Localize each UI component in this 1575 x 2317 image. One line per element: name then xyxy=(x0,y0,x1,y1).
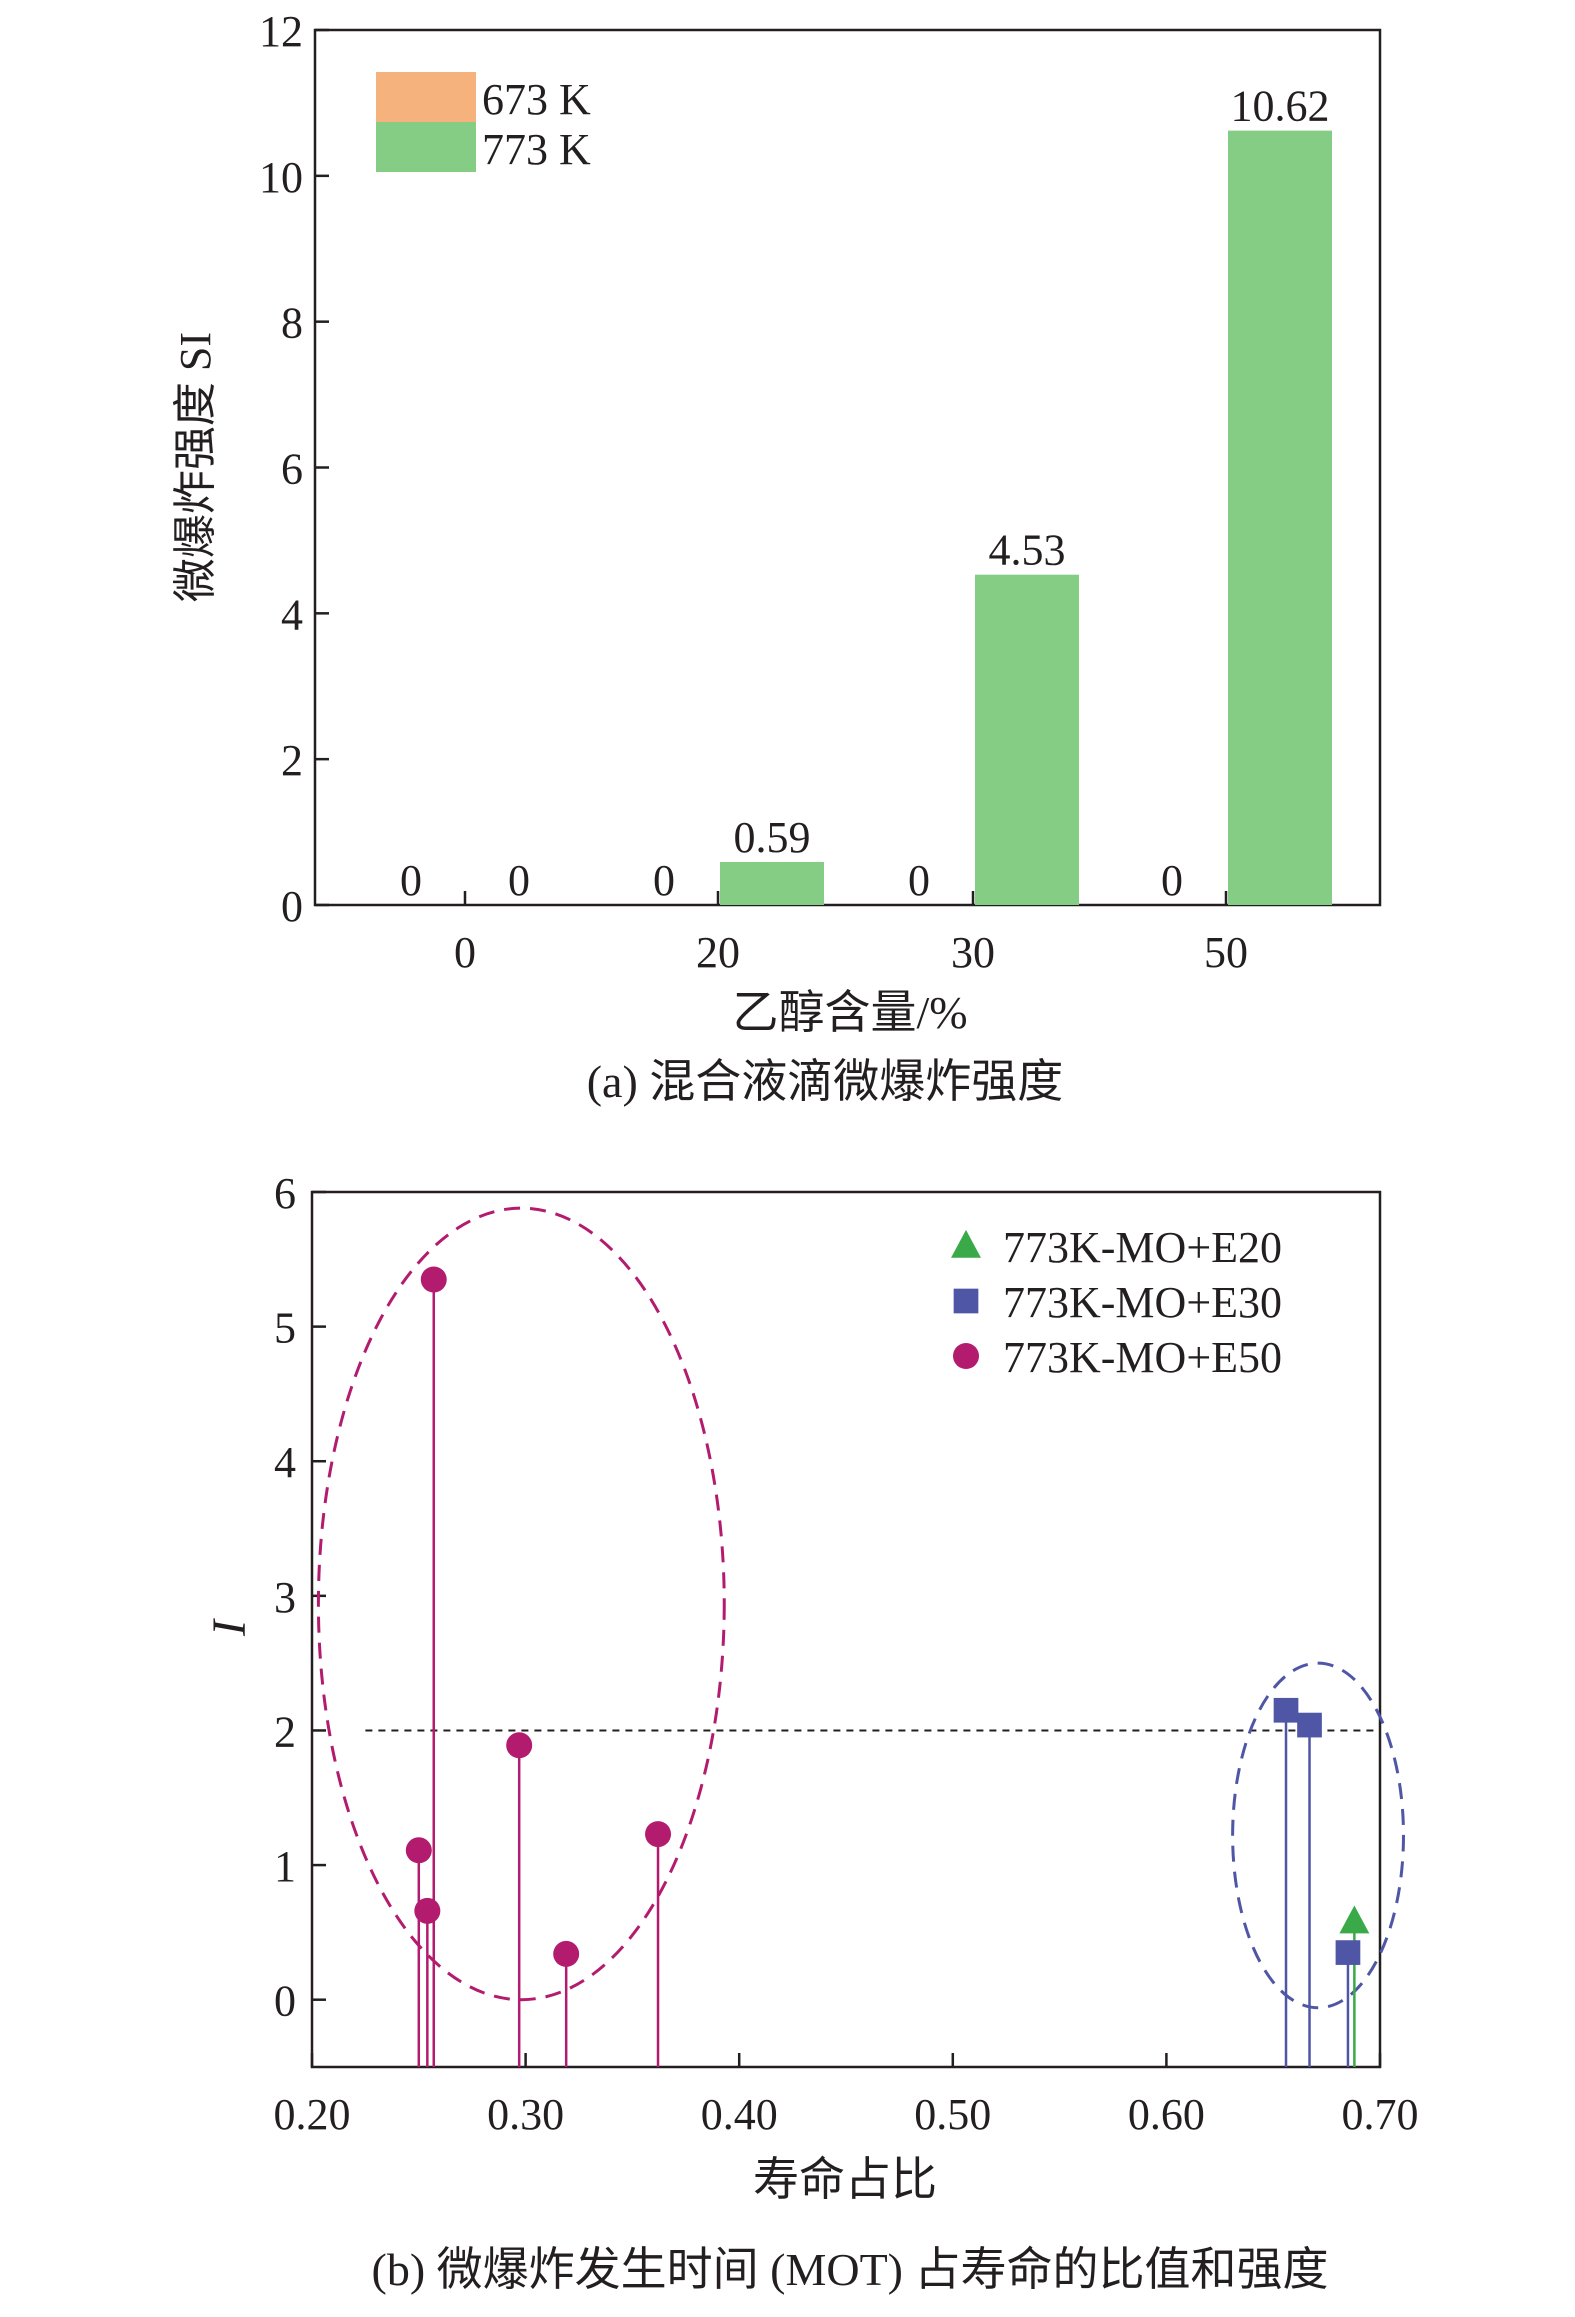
panel-b-legend: 773K-MO+E20 773K-MO+E30 773K-MO+E50 xyxy=(951,1223,1282,1382)
panel-a-bar-value-labels: 0 0 0 0 0 0.59 4.53 10.62 xyxy=(400,82,1330,905)
point-e30 xyxy=(1297,1712,1322,1738)
a-y-tick-label: 0 xyxy=(281,882,303,931)
legend-marker-e50 xyxy=(953,1343,979,1369)
a-bar-value-label: 0 xyxy=(1161,856,1183,905)
b-legend-label: 773K-MO+E20 xyxy=(1003,1223,1282,1272)
point-e50 xyxy=(420,1266,447,1293)
panel-a-y-axis-label: 微爆炸强度 SI xyxy=(171,332,220,602)
a-y-tick-label: 8 xyxy=(281,299,303,348)
b-x-tick-label: 0.70 xyxy=(1342,2090,1419,2139)
b-x-tick-label: 0.40 xyxy=(701,2090,778,2139)
legend-marker-e30 xyxy=(953,1288,979,1314)
a-bar-773k xyxy=(1228,130,1332,905)
b-x-tick-label: 0.50 xyxy=(914,2090,991,2139)
point-e50 xyxy=(645,1821,672,1848)
panel-a-x-ticks: 0 20 30 50 xyxy=(454,891,1248,977)
point-e20 xyxy=(1339,1905,1370,1934)
b-x-tick-label: 0.30 xyxy=(487,2090,564,2139)
panel-b-x-ticks: 0.20 0.30 0.40 0.50 0.60 0.70 xyxy=(274,2053,1419,2139)
a-bar-value-label: 10.62 xyxy=(1231,82,1330,131)
a-x-tick-label: 20 xyxy=(696,928,740,977)
point-e30 xyxy=(1273,1697,1299,1723)
b-legend-label: 773K-MO+E30 xyxy=(1003,1278,1282,1327)
cluster-ellipse-e50 xyxy=(316,1206,726,2002)
b-legend-label: 773K-MO+E50 xyxy=(1003,1333,1282,1382)
point-e50 xyxy=(405,1837,432,1864)
b-y-tick-label: 0 xyxy=(274,1977,296,2026)
a-bar-value-label: 0 xyxy=(908,856,930,905)
b-y-tick-label: 2 xyxy=(274,1707,296,1756)
panel-a-x-axis-label: 乙醇含量/% xyxy=(732,987,967,1038)
a-legend-label: 673 K xyxy=(482,75,591,124)
a-bar-value-label: 0 xyxy=(400,856,422,905)
a-x-tick-label: 0 xyxy=(454,928,476,977)
a-y-tick-label: 6 xyxy=(281,445,303,494)
panel-b-stems xyxy=(417,1279,1356,2067)
b-y-tick-label: 4 xyxy=(274,1438,296,1487)
panel-a-bars xyxy=(720,130,1332,905)
a-bar-value-label: 0.59 xyxy=(734,813,811,862)
b-x-tick-label: 0.20 xyxy=(274,2090,351,2139)
panel-b-stem-chart: 0 1 2 3 4 5 6 0.20 0.30 0.40 0.50 0.60 0.70 773K-MO… xyxy=(203,1169,1419,2295)
panel-b-markers xyxy=(405,1266,1370,1967)
a-bar-773k xyxy=(975,574,1079,905)
a-legend-label: 773 K xyxy=(482,125,591,174)
panel-a-y-ticks: 0 2 4 6 8 10 12 xyxy=(259,7,329,931)
a-bar-773k xyxy=(720,861,824,905)
a-y-tick-label: 10 xyxy=(259,153,303,202)
panel-b-plot-frame xyxy=(310,1190,1382,2069)
a-legend-swatch xyxy=(376,122,476,172)
legend-marker-e20 xyxy=(951,1229,981,1258)
cluster-ellipse-e30 xyxy=(1231,1661,1405,2010)
b-y-tick-label: 5 xyxy=(274,1304,296,1353)
panel-a-caption: (a) 混合液滴微爆炸强度 xyxy=(587,1056,1064,1107)
panel-b-caption: (b) 微爆炸发生时间 (MOT) 占寿命的比值和强度 xyxy=(372,2244,1329,2295)
a-x-tick-label: 30 xyxy=(951,928,995,977)
b-y-tick-label: 1 xyxy=(274,1842,296,1891)
a-bar-value-label: 0 xyxy=(508,856,530,905)
b-y-tick-label: 6 xyxy=(274,1169,296,1218)
point-e50 xyxy=(553,1940,580,1967)
a-bar-value-label: 0 xyxy=(653,856,675,905)
a-legend-swatch xyxy=(376,72,476,122)
a-bar-value-label: 4.53 xyxy=(989,526,1066,575)
point-e30 xyxy=(1335,1940,1361,1965)
point-e50 xyxy=(414,1897,441,1924)
panel-b-y-axis-label: I xyxy=(203,1618,256,1637)
a-x-tick-label: 50 xyxy=(1204,928,1248,977)
b-x-tick-label: 0.60 xyxy=(1128,2090,1205,2139)
a-y-tick-label: 2 xyxy=(281,736,303,785)
panel-b-x-axis-label: 寿命占比 xyxy=(753,2154,937,2205)
point-e50 xyxy=(506,1732,533,1759)
panel-b-y-ticks: 0 1 2 3 4 5 6 xyxy=(274,1169,326,2026)
b-y-tick-label: 3 xyxy=(274,1573,296,1622)
a-y-tick-label: 12 xyxy=(259,7,303,56)
cluster-ellipses xyxy=(316,1206,1405,2010)
a-y-tick-label: 4 xyxy=(281,590,303,639)
